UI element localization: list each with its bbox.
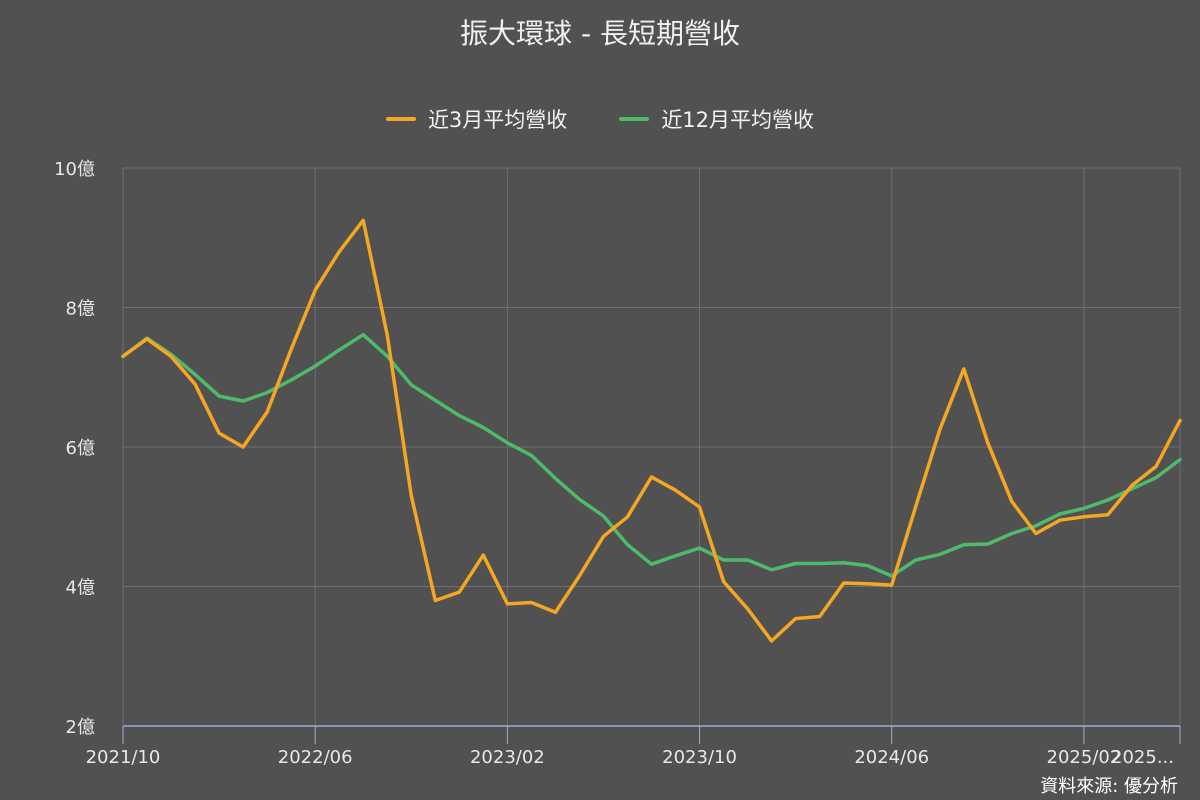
- chart-title: 振大環球 - 長短期營收: [460, 17, 740, 50]
- grid-layer: [122, 167, 1181, 726]
- series-line[interactable]: [121, 218, 1182, 643]
- source-note: 資料來源: 優分析: [1040, 776, 1178, 797]
- legend-label-12m: 近12月平均營收: [661, 108, 815, 132]
- x-tick-label: 2025...: [1111, 747, 1174, 768]
- legend-label-3m: 近3月平均營收: [427, 108, 568, 132]
- x-tick-label: 2023/10: [662, 747, 737, 768]
- series-12m: [121, 332, 1182, 578]
- y-tick-label: 4億: [66, 578, 95, 599]
- y-tick-label: 8億: [66, 299, 95, 320]
- legend-swatch-12m: [619, 117, 650, 121]
- y-tick-label: 2億: [66, 717, 95, 738]
- series-3m: [121, 218, 1182, 643]
- x-tick-label: 2025/02: [1047, 747, 1122, 768]
- y-tick-label: 10億: [54, 159, 95, 180]
- legend-item-3m[interactable]: 近3月平均營收: [385, 104, 568, 134]
- x-tick-label: 2023/02: [470, 747, 545, 768]
- x-tick-label: 2024/06: [854, 747, 929, 768]
- series-line[interactable]: [121, 332, 1182, 578]
- series-layer: [121, 218, 1182, 643]
- legend: 近3月平均營收 近12月平均營收: [0, 104, 1200, 134]
- legend-item-12m[interactable]: 近12月平均營收: [619, 104, 814, 134]
- legend-swatch-3m: [385, 117, 416, 121]
- y-tick-label: 6億: [66, 438, 95, 459]
- x-tick-label: 2021/10: [86, 747, 161, 768]
- x-tick-label: 2022/06: [278, 747, 353, 768]
- axis-layer: 2億 4億 6億 8億 10億 2021/10 2022/06 2023/02 2023/10 2…: [54, 159, 1181, 768]
